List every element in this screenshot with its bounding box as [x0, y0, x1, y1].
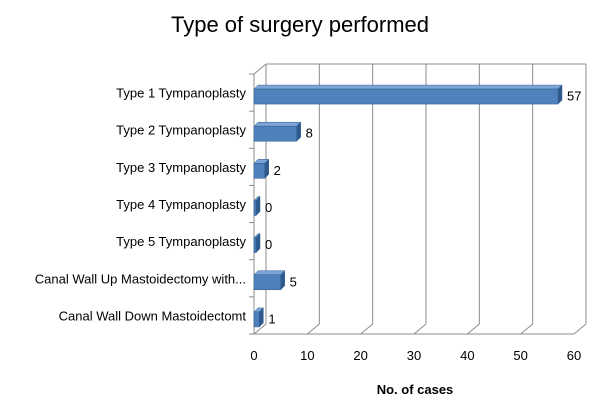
y-category-label: Type 4 Tympanoplasty — [116, 197, 246, 212]
data-label: 0 — [265, 237, 272, 252]
axes — [249, 63, 574, 335]
gridline-floor — [467, 323, 480, 335]
bars — [253, 84, 563, 328]
bar-top-face — [253, 84, 563, 90]
data-label: 1 — [268, 311, 275, 326]
bar — [253, 125, 297, 142]
gridlines — [253, 63, 587, 335]
bar — [253, 200, 257, 216]
x-tick-label: 0 — [250, 348, 257, 363]
y-category-label: Type 1 Tympanoplasty — [116, 86, 246, 101]
bar-top-face — [253, 121, 302, 127]
y-category-label: Type 3 Tympanoplasty — [116, 160, 246, 175]
bar-top-face — [253, 270, 286, 276]
bar — [253, 274, 281, 291]
x-tick-label: 20 — [353, 348, 367, 363]
x-tick-label: 30 — [407, 348, 421, 363]
data-label: 57 — [567, 89, 581, 104]
y-category-label: Type 5 Tympanoplasty — [116, 234, 246, 249]
gridline-floor — [360, 323, 373, 335]
gridline-floor — [520, 323, 533, 335]
bar — [253, 237, 257, 253]
data-label: 8 — [306, 126, 313, 141]
data-label: 2 — [274, 163, 281, 178]
bar — [253, 163, 265, 179]
gridline-floor — [573, 323, 587, 335]
y-category-label: Type 2 Tympanoplasty — [116, 123, 246, 138]
y-category-label: Canal Wall Down Mastoidectomt — [59, 308, 247, 323]
data-label: 5 — [290, 274, 297, 289]
x-tick-label: 10 — [300, 348, 314, 363]
x-tick-label: 40 — [460, 348, 474, 363]
data-label: 0 — [265, 200, 272, 215]
bar — [253, 311, 260, 328]
gridline-floor — [413, 323, 427, 335]
gridline-floor — [307, 323, 320, 335]
bar — [253, 88, 559, 105]
chart-title: Type of surgery performed — [171, 12, 429, 37]
gridline-floor — [253, 323, 267, 335]
x-tick-label: 50 — [513, 348, 527, 363]
x-axis-title: No. of cases — [377, 382, 454, 397]
y-category-label: Canal Wall Up Mastoidectomy with... — [35, 271, 246, 286]
x-tick-label: 60 — [567, 348, 581, 363]
axis-depth-top — [253, 63, 267, 75]
